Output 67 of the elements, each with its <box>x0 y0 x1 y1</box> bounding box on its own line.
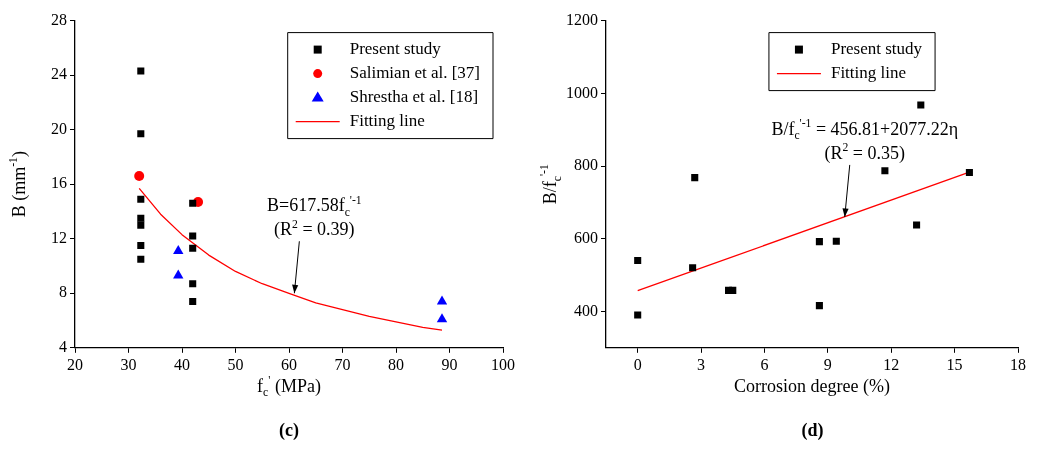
point <box>189 280 197 288</box>
point <box>137 130 145 138</box>
point <box>881 167 889 175</box>
x-tick-label: 100 <box>491 355 515 373</box>
x-tick-label: 6 <box>760 355 769 373</box>
point <box>189 297 197 305</box>
y-tick-label: 600 <box>574 228 598 246</box>
x-tick-label: 90 <box>441 355 458 373</box>
point <box>173 269 184 279</box>
point <box>729 286 737 294</box>
y-tick-label: 16 <box>51 174 67 192</box>
legend-label: Fitting line <box>830 63 907 83</box>
y-tick-label: 400 <box>574 301 598 319</box>
point <box>815 238 823 246</box>
y-axis-title: B/fc'-1 <box>538 164 564 205</box>
x-tick-label: 12 <box>883 355 900 373</box>
x-tick-label: 70 <box>334 355 351 373</box>
point <box>436 295 448 305</box>
y-tick-label: 800 <box>574 156 598 174</box>
x-tick-label: 60 <box>281 355 297 373</box>
point <box>189 244 197 252</box>
x-axis-title: Corrosion degree (%) <box>734 375 890 397</box>
point <box>137 255 145 263</box>
point <box>832 237 840 245</box>
x-tick-label: 30 <box>120 355 137 373</box>
point <box>189 199 197 207</box>
y-tick-label: 24 <box>51 65 67 83</box>
x-tick-label: 15 <box>946 355 963 373</box>
point <box>173 245 184 254</box>
y-tick-label: 1000 <box>566 83 598 101</box>
point <box>913 221 921 229</box>
y-tick-label: 4 <box>59 338 67 355</box>
legend-label: Present study <box>830 39 923 59</box>
legend-label: Fitting line <box>349 111 425 131</box>
point <box>917 101 925 109</box>
point <box>137 67 145 75</box>
legend-label: Salimian et al. [37] <box>349 63 481 83</box>
point <box>689 264 697 272</box>
x-tick-label: 3 <box>697 355 706 373</box>
y-tick-label: 1200 <box>566 10 598 28</box>
point <box>134 171 145 182</box>
y-tick-label: 28 <box>51 10 67 28</box>
y-tick-label: 12 <box>51 228 67 246</box>
x-tick-label: 80 <box>388 355 404 373</box>
text: (c) <box>279 420 299 441</box>
y-axis-title: B (mm-1) <box>7 151 30 218</box>
x-tick-label: 9 <box>823 355 832 373</box>
point <box>189 232 197 240</box>
point <box>137 221 145 229</box>
text: (d) <box>801 420 824 441</box>
y-tick-label: 8 <box>59 283 67 301</box>
x-tick-label: 50 <box>227 355 244 373</box>
point <box>436 313 448 323</box>
x-tick-label: 40 <box>174 355 190 373</box>
point <box>137 242 145 250</box>
legend-label: Present study <box>349 39 442 59</box>
point <box>137 214 145 222</box>
point <box>137 195 145 203</box>
point <box>815 302 823 310</box>
point <box>634 257 642 265</box>
x-tick-label: 0 <box>633 355 642 373</box>
x-tick-label: 18 <box>1010 355 1026 373</box>
point <box>965 169 973 177</box>
point <box>691 174 699 182</box>
point <box>634 311 642 319</box>
y-tick-label: 20 <box>51 119 67 137</box>
legend-label: Shrestha et al. [18] <box>349 87 479 107</box>
